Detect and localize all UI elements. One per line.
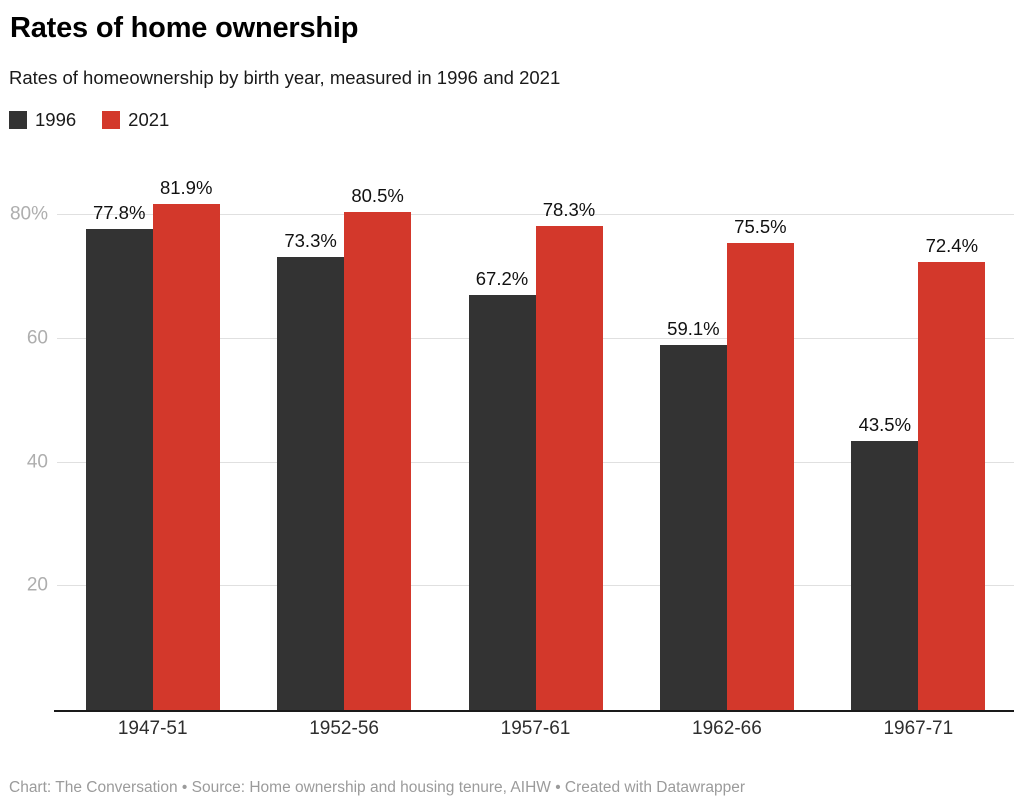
legend-swatch-icon: [102, 111, 121, 129]
y-tick-label: 60: [26, 327, 48, 349]
x-axis-labels: 1947-51 1952-56 1957-61 1962-66 1967-71: [57, 718, 1014, 740]
plot-area: 20 40 60 80% 77.8% 81.9% 73.3% 80.5% 67.2% 78.3%…: [10, 166, 1014, 712]
y-tick-label: 20: [26, 574, 48, 596]
x-category-label: 1957-61: [500, 718, 571, 739]
legend: 1996 2021: [9, 109, 169, 131]
gridline-20: 20: [27, 576, 1014, 595]
bar-2021-1957-61: 78.3%: [535, 199, 603, 710]
gridline-60: 60: [27, 329, 1014, 348]
bar-group-1962-66: 59.1% 75.5%: [631, 166, 822, 710]
bar-group-1947-51: 77.8% 81.9%: [57, 166, 248, 710]
legend-swatch-icon: [9, 111, 27, 129]
bar-value-label: 43.5%: [858, 414, 912, 436]
bar-group-1952-56: 73.3% 80.5%: [248, 166, 439, 710]
bar-1996-1957-61: 67.2%: [468, 268, 536, 710]
bar-2021-1952-56: 80.5%: [344, 185, 412, 710]
bar-value-label: 75.5%: [734, 216, 787, 238]
legend-label: 1996: [35, 109, 77, 130]
bar-value-label: 72.4%: [925, 235, 979, 257]
bar-1996-1947-51: 77.8%: [85, 202, 153, 710]
chart-title: Rates of home ownership: [10, 12, 359, 44]
bar-value-label: 73.3%: [284, 229, 337, 251]
bar-2021-1967-71: 72.4%: [918, 235, 986, 710]
bar-group-1967-71: 43.5% 72.4%: [823, 166, 1014, 710]
bar-value-label: 81.9%: [159, 176, 213, 198]
legend-label: 2021: [128, 109, 170, 130]
bar-value-label: 80.5%: [351, 185, 404, 207]
x-axis-line: [54, 710, 1014, 712]
bar-1996-1962-66: 59.1%: [659, 318, 727, 710]
x-category-label: 1947-51: [117, 718, 188, 739]
x-category-label: 1952-56: [309, 718, 379, 739]
bars-layer: 77.8% 81.9% 73.3% 80.5% 67.2% 78.3% 59.1% 75.5%…: [57, 166, 1014, 710]
bar-2021-1947-51: 81.9%: [152, 177, 220, 710]
y-tick-label: 40: [26, 451, 48, 473]
legend-item-2021: 2021: [102, 109, 169, 131]
gridline-40: 40: [27, 452, 1014, 471]
y-tick-label: 80%: [9, 203, 48, 225]
bar-value-label: 59.1%: [667, 317, 720, 339]
bar-value-label: 78.3%: [542, 198, 596, 220]
x-category-label: 1962-66: [692, 718, 762, 739]
bar-value-label: 77.8%: [92, 202, 146, 224]
legend-item-1996: 1996: [9, 109, 76, 131]
chart-footer: Chart: The Conversation • Source: Home o…: [9, 779, 745, 796]
x-category-label: 1967-71: [883, 718, 954, 739]
bar-group-1957-61: 67.2% 78.3%: [440, 166, 631, 710]
bar-2021-1962-66: 75.5%: [726, 216, 794, 710]
bar-value-label: 67.2%: [475, 267, 529, 289]
chart-subtitle: Rates of homeownership by birth year, me…: [9, 67, 561, 88]
gridline-80: 80%: [10, 205, 1014, 224]
bar-1996-1952-56: 73.3%: [277, 230, 345, 710]
bar-1996-1967-71: 43.5%: [851, 414, 919, 710]
